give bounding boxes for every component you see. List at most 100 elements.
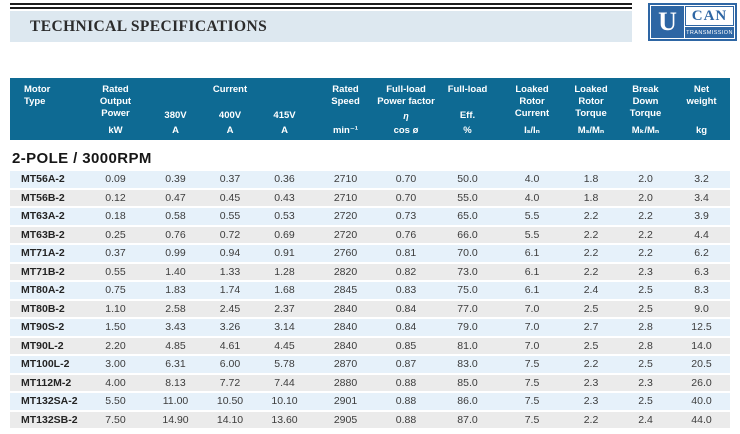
rotor-current-cell: 7.5 bbox=[524, 358, 540, 371]
col-net-weight: Net weight bbox=[686, 84, 717, 107]
efficiency-cell: 73.0 bbox=[457, 265, 478, 278]
col-break-down-torque: Break Down Torque bbox=[629, 84, 662, 119]
motor-type-cell: MT100L-2 bbox=[21, 358, 70, 371]
unit-a-400: A bbox=[226, 124, 234, 136]
current-380v-cell: 14.90 bbox=[162, 413, 189, 426]
efficiency-cell: 70.0 bbox=[457, 247, 478, 260]
current-400v-cell: 7.72 bbox=[219, 376, 241, 389]
kw-cell: 3.00 bbox=[105, 358, 126, 371]
unit-min: min⁻¹ bbox=[332, 124, 359, 136]
efficiency-cell: 66.0 bbox=[457, 228, 478, 241]
net-weight-cell: 8.3 bbox=[694, 284, 709, 297]
power-factor-cell: 0.88 bbox=[395, 395, 417, 408]
breakdown-torque-cell: 2.3 bbox=[638, 376, 653, 389]
kw-cell: 1.10 bbox=[105, 302, 126, 315]
rotor-torque-cell: 2.4 bbox=[583, 284, 599, 297]
breakdown-torque-cell: 2.2 bbox=[638, 247, 653, 260]
rated-speed-cell: 2760 bbox=[333, 247, 358, 260]
efficiency-cell: 83.0 bbox=[457, 358, 478, 371]
power-factor-cell: 0.88 bbox=[395, 376, 417, 389]
rotor-torque-cell: 2.2 bbox=[583, 228, 599, 241]
current-415v-cell: 0.91 bbox=[274, 247, 295, 260]
net-weight-cell: 40.0 bbox=[691, 395, 712, 408]
efficiency-cell: 65.0 bbox=[457, 210, 478, 223]
power-factor-cell: 0.76 bbox=[395, 228, 417, 241]
power-factor-cell: 0.70 bbox=[395, 173, 417, 186]
rated-speed-cell: 2870 bbox=[333, 358, 358, 371]
current-400v-cell: 1.33 bbox=[219, 265, 241, 278]
rotor-current-cell: 4.0 bbox=[524, 191, 540, 204]
kw-cell: 7.50 bbox=[105, 413, 126, 426]
section-title-2pole: 2-POLE / 3000RPM bbox=[12, 150, 152, 167]
net-weight-cell: 3.4 bbox=[694, 191, 709, 204]
unit-a-380: A bbox=[172, 124, 179, 136]
logo-u-mark: U bbox=[651, 6, 684, 38]
table-row: MT56B-2 0.12 0.47 0.45 0.43 2710 0.70 55… bbox=[10, 189, 730, 206]
motor-type-cell: MT71A-2 bbox=[21, 247, 65, 260]
current-400v-cell: 0.94 bbox=[219, 247, 241, 260]
rotor-current-cell: 5.5 bbox=[524, 210, 540, 223]
col-rated-output-power: Rated Output Power bbox=[99, 84, 132, 119]
power-factor-cell: 0.83 bbox=[395, 284, 417, 297]
kw-cell: 1.50 bbox=[105, 321, 126, 334]
breakdown-torque-cell: 2.3 bbox=[638, 265, 653, 278]
col-loaked-rotor-torque: Loaked Rotor Torque bbox=[574, 84, 608, 119]
col-full-load-power-factor: Full-load Power factor η bbox=[377, 84, 435, 121]
current-400v-cell: 2.45 bbox=[219, 302, 241, 315]
rated-speed-cell: 2880 bbox=[333, 376, 358, 389]
motor-type-cell: MT90L-2 bbox=[21, 339, 64, 352]
power-factor-cell: 0.70 bbox=[395, 191, 417, 204]
rated-speed-cell: 2905 bbox=[333, 413, 358, 426]
power-factor-cell: 0.81 bbox=[395, 247, 417, 260]
unit-is-in: Iₛ/Iₙ bbox=[524, 124, 540, 136]
table-row: MT100L-2 3.00 6.31 6.00 5.78 2870 0.87 8… bbox=[10, 356, 730, 373]
motor-type-cell: MT112M-2 bbox=[21, 376, 72, 389]
rated-speed-cell: 2840 bbox=[333, 321, 358, 334]
current-400v-cell: 0.45 bbox=[219, 191, 241, 204]
current-380v-cell: 4.85 bbox=[165, 339, 186, 352]
unit-kw: kW bbox=[108, 124, 123, 136]
current-400v-cell: 10.50 bbox=[216, 395, 244, 408]
rotor-torque-cell: 2.2 bbox=[583, 413, 599, 426]
motor-type-cell: MT71B-2 bbox=[21, 265, 65, 278]
page-title-bar: TECHNICAL SPECIFICATIONS bbox=[10, 11, 632, 42]
efficiency-cell: 79.0 bbox=[457, 321, 478, 334]
rotor-current-cell: 7.5 bbox=[524, 395, 540, 408]
efficiency-cell: 75.0 bbox=[457, 284, 478, 297]
kw-cell: 0.55 bbox=[105, 265, 126, 278]
current-415v-cell: 2.37 bbox=[274, 302, 295, 315]
current-group-label: Current bbox=[212, 84, 248, 95]
current-400v-cell: 0.37 bbox=[219, 173, 241, 186]
motor-type-cell: MT56B-2 bbox=[21, 191, 65, 204]
efficiency-cell: 87.0 bbox=[457, 413, 478, 426]
rotor-current-cell: 6.1 bbox=[524, 247, 540, 260]
kw-cell: 0.37 bbox=[105, 247, 126, 260]
power-factor-cell: 0.73 bbox=[395, 210, 417, 223]
kw-cell: 0.12 bbox=[105, 191, 126, 204]
rated-speed-cell: 2901 bbox=[333, 395, 358, 408]
rotor-torque-cell: 2.7 bbox=[583, 321, 599, 334]
efficiency-cell: 77.0 bbox=[457, 302, 478, 315]
rotor-current-cell: 6.1 bbox=[524, 284, 540, 297]
logo-right: CAN TRANSMISSION bbox=[685, 6, 734, 38]
net-weight-cell: 26.0 bbox=[691, 376, 712, 389]
rotor-current-cell: 7.0 bbox=[524, 321, 540, 334]
current-415v-cell: 0.36 bbox=[274, 173, 295, 186]
power-factor-cell: 0.82 bbox=[395, 265, 417, 278]
current-400v-cell: 0.55 bbox=[219, 210, 241, 223]
net-weight-cell: 44.0 bbox=[691, 413, 712, 426]
rated-speed-cell: 2720 bbox=[333, 228, 358, 241]
current-380v-cell: 0.76 bbox=[165, 228, 186, 241]
table-row: MT132SA-2 5.50 11.00 10.50 10.10 2901 0.… bbox=[10, 393, 730, 410]
power-factor-cell: 0.84 bbox=[395, 302, 417, 315]
kw-cell: 0.75 bbox=[105, 284, 126, 297]
current-400v-cell: 6.00 bbox=[219, 358, 241, 371]
net-weight-cell: 6.3 bbox=[694, 265, 709, 278]
unit-a-415: A bbox=[281, 124, 288, 136]
breakdown-torque-cell: 2.5 bbox=[638, 284, 653, 297]
col-motor-type: Motor Type bbox=[24, 84, 51, 107]
ucan-logo: U CAN TRANSMISSION bbox=[648, 3, 737, 41]
current-415v-cell: 13.60 bbox=[271, 413, 298, 426]
kw-cell: 2.20 bbox=[105, 339, 126, 352]
rotor-current-cell: 4.0 bbox=[524, 173, 540, 186]
